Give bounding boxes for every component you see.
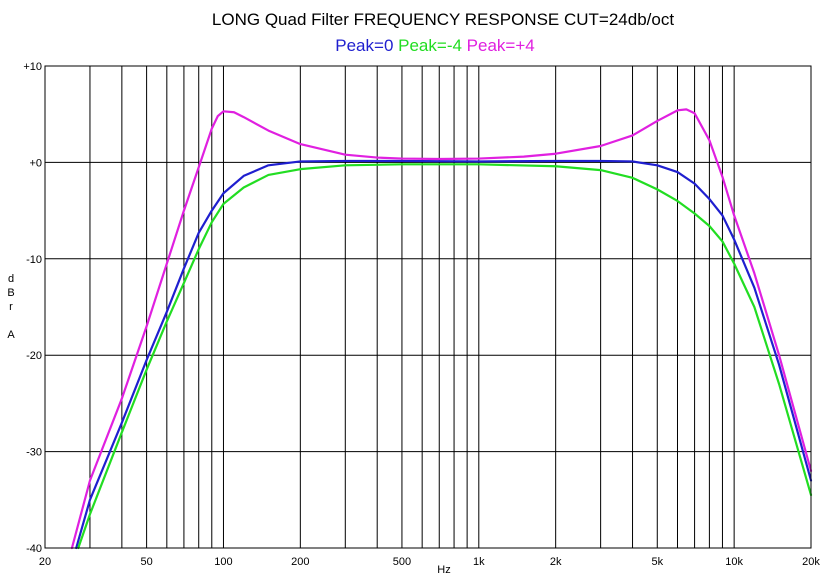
x-tick-label: 100 <box>214 556 232 568</box>
legend-entry-peak-plus-4: Peak=+4 <box>467 36 535 55</box>
y-axis-label: dBr A <box>7 273 15 341</box>
tick-labels: 20 50 100 200 500 1k 2k 5k 10k 20k +10 +0 -10 -20 -30 -… <box>23 61 820 568</box>
series-line-peak-plus-4 <box>70 108 813 550</box>
x-tick-label: 10k <box>725 556 743 568</box>
series-lines <box>70 108 813 550</box>
chart-legend: Peak=0 Peak=-4 Peak=+4 <box>335 36 534 55</box>
chart-title: LONG Quad Filter FREQUENCY RESPONSE CUT=… <box>212 10 674 29</box>
y-axis-label-char: B <box>7 287 14 299</box>
x-tick-label: 1k <box>473 556 485 568</box>
x-tick-label: 5k <box>651 556 663 568</box>
y-tick-label: +10 <box>23 61 42 73</box>
x-axis-label: Hz <box>437 564 450 576</box>
y-tick-label: -40 <box>26 543 42 555</box>
x-tick-label: 50 <box>140 556 152 568</box>
x-tick-label: 20k <box>802 556 820 568</box>
grid <box>45 66 811 548</box>
x-tick-label: 20 <box>39 556 51 568</box>
y-tick-label: -20 <box>26 350 42 362</box>
y-tick-label: -10 <box>26 254 42 266</box>
y-axis-label-char: A <box>7 329 15 341</box>
x-tick-label: 2k <box>550 556 562 568</box>
plot-frame <box>44 65 812 549</box>
series-line-peak-0 <box>75 159 813 550</box>
series-line-peak-minus-4 <box>77 163 813 550</box>
y-axis-label-char: r <box>9 301 13 313</box>
legend-entry-peak-0: Peak=0 <box>335 36 393 55</box>
x-tick-label: 200 <box>291 556 309 568</box>
x-tick-label: 500 <box>393 556 411 568</box>
y-tick-label: -30 <box>26 447 42 459</box>
legend-entry-peak-minus-4: Peak=-4 <box>398 36 462 55</box>
y-tick-label: +0 <box>29 157 42 169</box>
y-axis-label-char: d <box>8 273 14 285</box>
